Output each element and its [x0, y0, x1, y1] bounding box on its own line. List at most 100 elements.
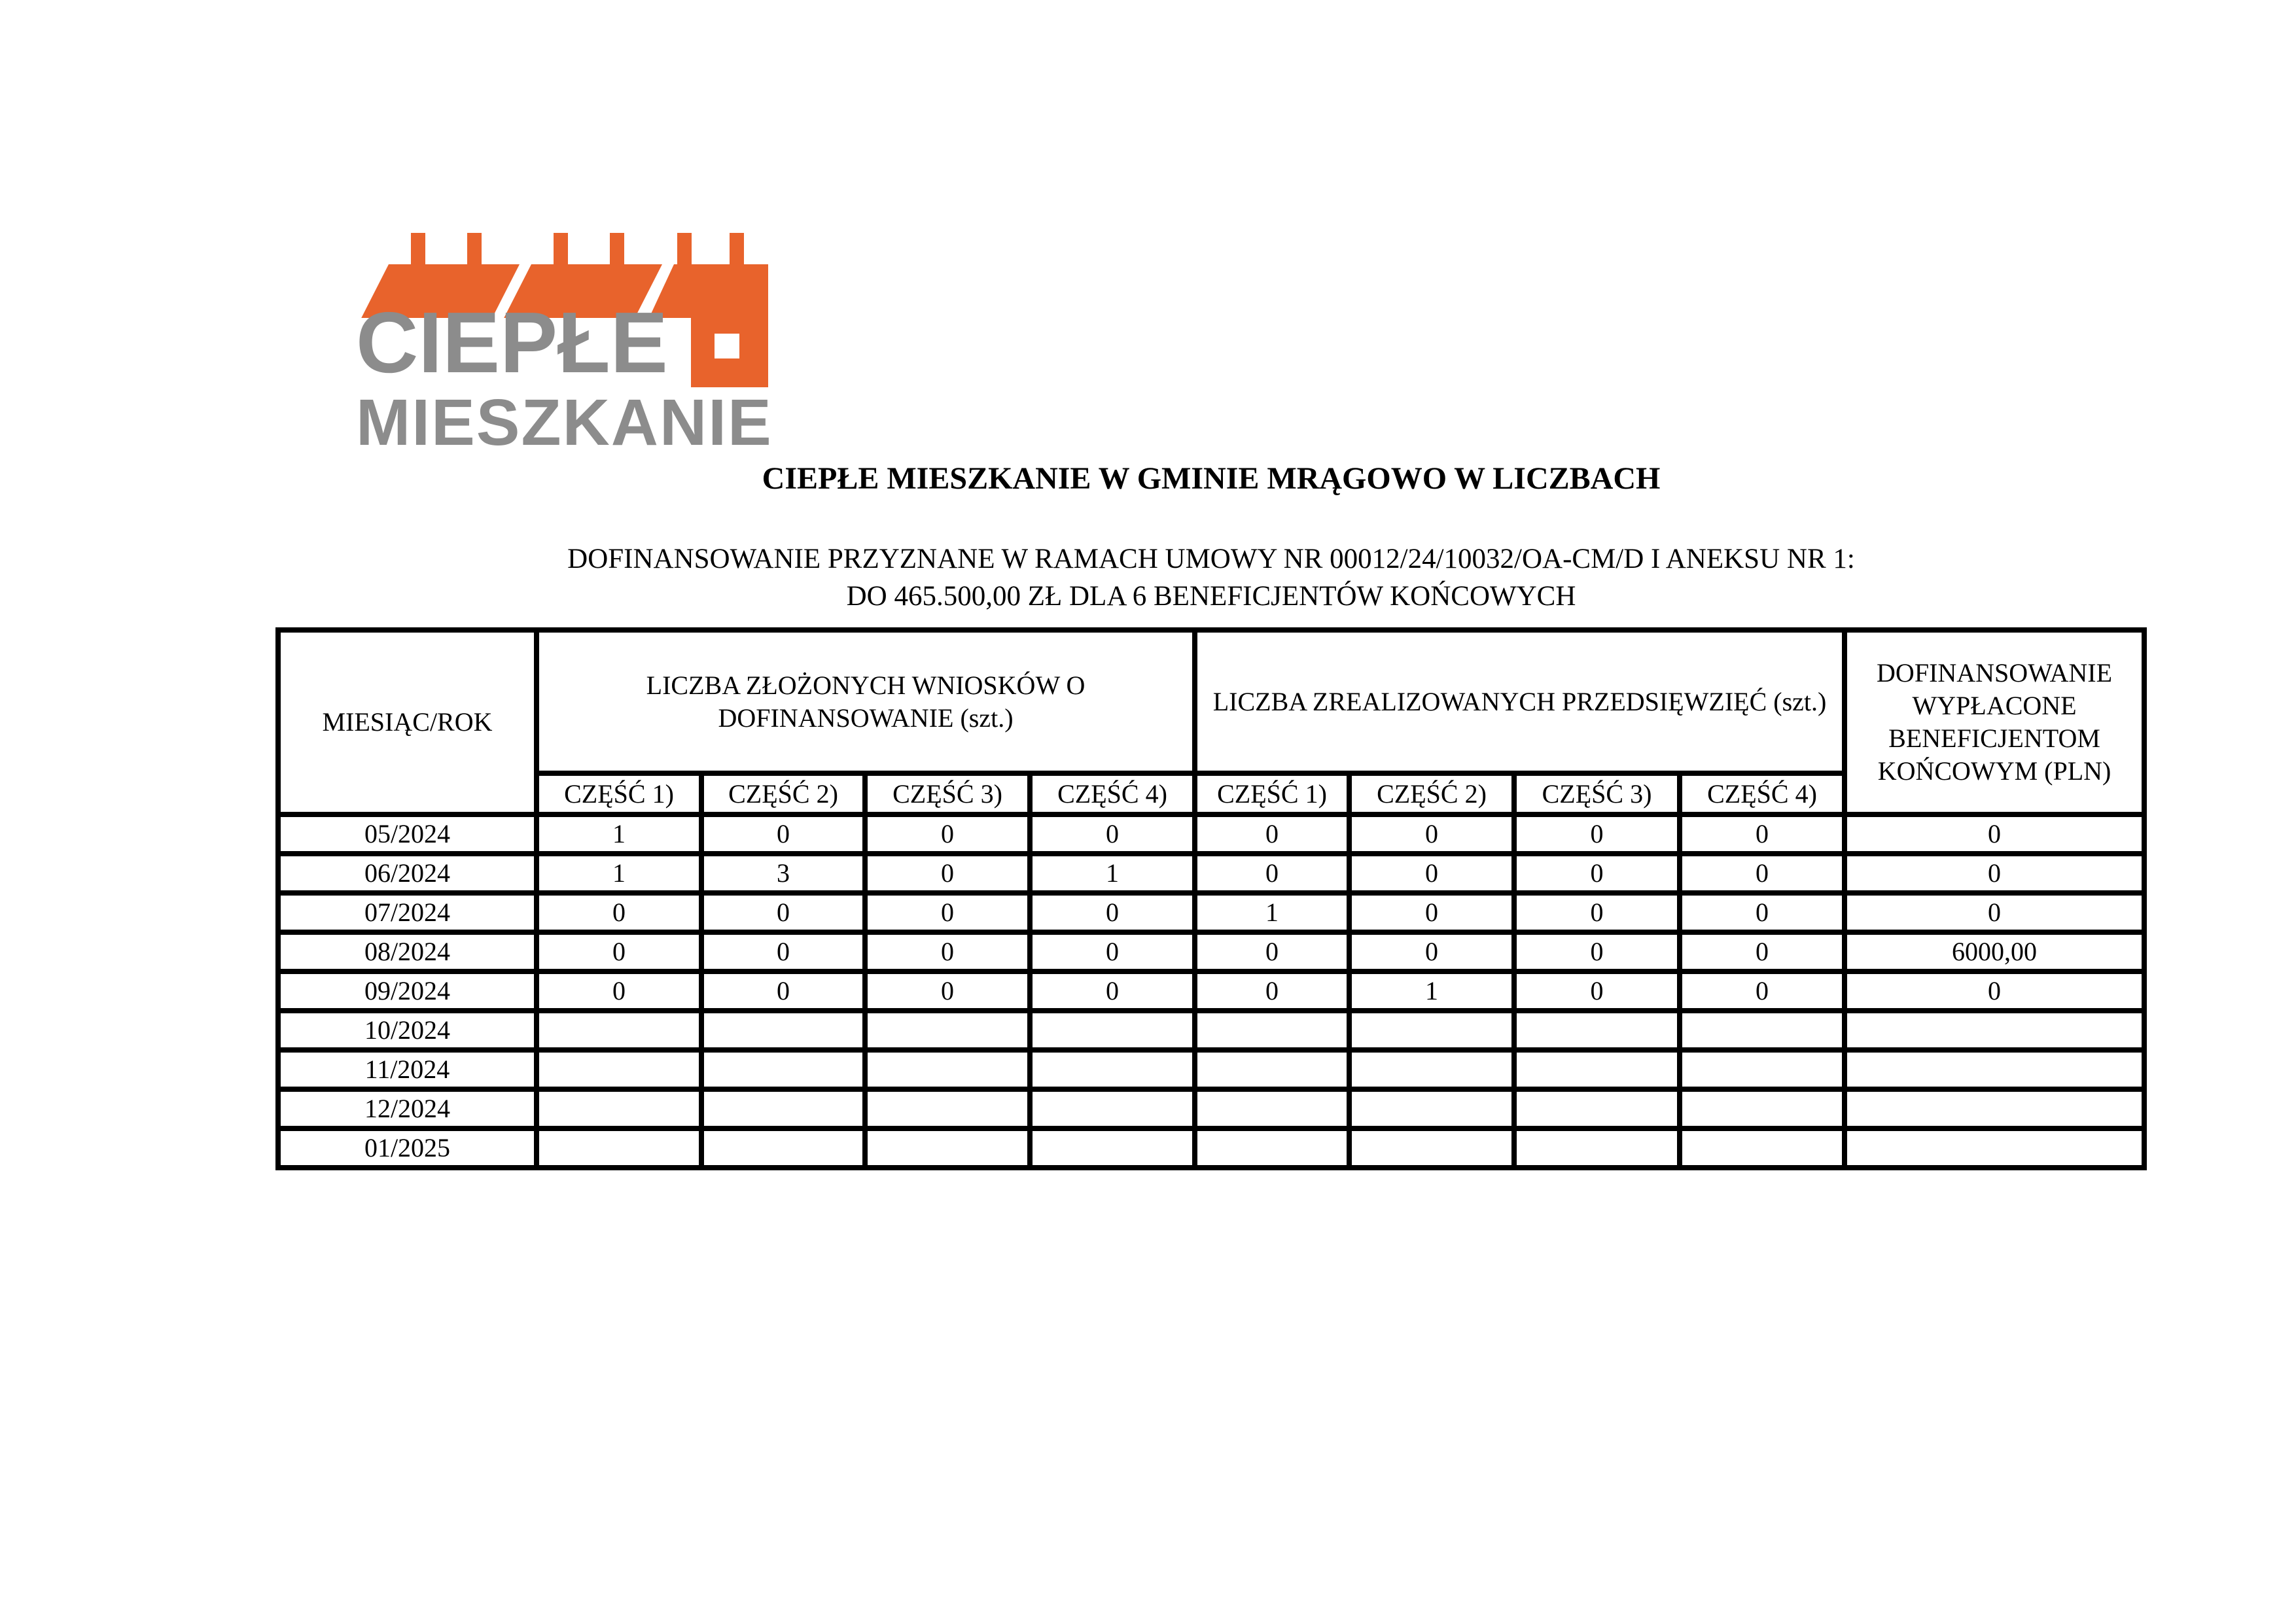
value-cell	[1192, 1087, 1352, 1131]
value-cell: 0	[1347, 851, 1517, 896]
table-row: 10/2024	[275, 1008, 2147, 1053]
subheader-part: CZĘŚĆ 3)	[862, 771, 1033, 817]
value-cell	[1192, 1047, 1352, 1092]
value-cell: 0	[534, 969, 704, 1013]
value-cell	[862, 1008, 1033, 1053]
value-cell: 0	[862, 812, 1033, 856]
value-cell	[534, 1008, 704, 1053]
value-cell: 3	[699, 851, 868, 896]
value-cell: 0	[1511, 812, 1683, 856]
header-group-completed: LICZBA ZREALIZOWANYCH PRZEDSIĘWZIĘĆ (szt…	[1192, 627, 1848, 776]
value-cell	[1027, 1047, 1198, 1092]
table-row: 07/2024 0 0 0 0 1 0 0 0 0	[275, 890, 2147, 935]
table-row: 01/2025	[275, 1126, 2147, 1170]
value-cell: 0	[1027, 930, 1198, 974]
month-cell: 12/2024	[275, 1087, 539, 1131]
value-cell: 0	[1347, 812, 1517, 856]
value-cell	[1347, 1126, 1517, 1170]
value-cell: 0	[1677, 851, 1848, 896]
logo-text-line2: MIESZKANIE	[356, 386, 773, 459]
subheader-part: CZĘŚĆ 3)	[1511, 771, 1683, 817]
value-cell: 0	[862, 930, 1033, 974]
value-cell: 0	[1027, 969, 1198, 1013]
subheader-part: CZĘŚĆ 2)	[1347, 771, 1517, 817]
value-cell: 0	[862, 890, 1033, 935]
value-cell: 0	[1192, 812, 1352, 856]
value-cell: 1	[534, 812, 704, 856]
value-cell: 1	[1347, 969, 1517, 1013]
value-cell	[862, 1047, 1033, 1092]
header-payout: DOFINANSOWANIE WYPŁACONE BENEFICJENTOM K…	[1842, 627, 2147, 817]
table-row: 08/2024 0 0 0 0 0 0 0 0 6000,00	[275, 930, 2147, 974]
value-cell	[1027, 1126, 1198, 1170]
value-cell	[1192, 1126, 1352, 1170]
value-cell	[534, 1126, 704, 1170]
value-cell: 0	[862, 851, 1033, 896]
month-cell: 09/2024	[275, 969, 539, 1013]
value-cell	[1677, 1008, 1848, 1053]
month-cell: 08/2024	[275, 930, 539, 974]
cieple-mieszkanie-logo: CIEPŁE MIESZKANIE	[356, 230, 781, 459]
value-cell	[699, 1087, 868, 1131]
value-cell: 0	[699, 812, 868, 856]
table-row: 06/2024 1 3 0 1 0 0 0 0 0	[275, 851, 2147, 896]
table-row: 12/2024	[275, 1087, 2147, 1131]
value-cell	[1842, 1087, 2147, 1131]
value-cell: 1	[1192, 890, 1352, 935]
logo-text-line1: CIEPŁE	[356, 294, 668, 391]
subtitle-line2: DO 465.500,00 ZŁ DLA 6 BENEFICJENTÓW KOŃ…	[846, 581, 1576, 612]
value-cell: 0	[699, 969, 868, 1013]
value-cell	[1677, 1087, 1848, 1131]
table-body: 05/2024 1 0 0 0 0 0 0 0 0 06/2024 1 3 0 1 0 0 0 0 0 07/2024 0…	[275, 812, 2147, 1170]
value-cell: 0	[1027, 812, 1198, 856]
subtitle-line1: DOFINANSOWANIE PRZYZNANE W RAMACH UMOWY …	[567, 544, 1855, 574]
month-cell: 06/2024	[275, 851, 539, 896]
subheader-part: CZĘŚĆ 1)	[534, 771, 704, 817]
value-cell	[1677, 1047, 1848, 1092]
value-cell	[1347, 1047, 1517, 1092]
value-cell: 0	[1192, 969, 1352, 1013]
subheader-part: CZĘŚĆ 4)	[1027, 771, 1198, 817]
value-cell: 0	[1677, 969, 1848, 1013]
subheader-part: CZĘŚĆ 2)	[699, 771, 868, 817]
value-cell: 0	[1511, 969, 1683, 1013]
header-group-applications: LICZBA ZŁOŻONYCH WNIOSKÓW O DOFINANSOWAN…	[533, 627, 1198, 776]
value-cell	[534, 1047, 704, 1092]
value-cell: 0	[1347, 930, 1517, 974]
chimney-icon	[554, 233, 568, 267]
subheader-part: CZĘŚĆ 1)	[1192, 771, 1352, 817]
value-cell: 0	[862, 969, 1033, 1013]
value-cell: 0	[1511, 890, 1683, 935]
value-cell	[1511, 1087, 1683, 1131]
value-cell: 0	[1677, 812, 1848, 856]
value-cell	[534, 1087, 704, 1131]
value-cell	[1192, 1008, 1352, 1053]
month-cell: 01/2025	[275, 1126, 539, 1170]
value-cell	[1677, 1126, 1848, 1170]
chimney-icon	[677, 233, 692, 267]
table-row: 11/2024	[275, 1047, 2147, 1092]
value-cell: 0	[1842, 812, 2147, 856]
month-cell: 11/2024	[275, 1047, 539, 1092]
value-cell	[1511, 1008, 1683, 1053]
value-cell: 0	[534, 890, 704, 935]
value-cell: 0	[534, 930, 704, 974]
value-cell: 0	[1677, 930, 1848, 974]
value-cell: 0	[1677, 890, 1848, 935]
month-cell: 05/2024	[275, 812, 539, 856]
value-cell	[1842, 1126, 2147, 1170]
value-cell	[699, 1047, 868, 1092]
value-cell: 0	[1842, 890, 2147, 935]
value-cell	[1347, 1008, 1517, 1053]
table-row: 05/2024 1 0 0 0 0 0 0 0 0	[275, 812, 2147, 856]
value-cell	[1027, 1087, 1198, 1131]
house-window-icon	[715, 334, 739, 358]
chimney-icon	[467, 233, 482, 267]
statistics-table: MIESIĄC/ROK LICZBA ZŁOŻONYCH WNIOSKÓW O …	[275, 627, 2147, 1170]
value-cell	[1027, 1008, 1198, 1053]
page-title: CIEPŁE MIESZKANIE W GMINIE MRĄGOWO W LIC…	[762, 461, 1661, 496]
value-cell: 0	[1192, 851, 1352, 896]
value-cell: 0	[1027, 890, 1198, 935]
value-cell: 1	[1027, 851, 1198, 896]
value-cell: 0	[1842, 851, 2147, 896]
